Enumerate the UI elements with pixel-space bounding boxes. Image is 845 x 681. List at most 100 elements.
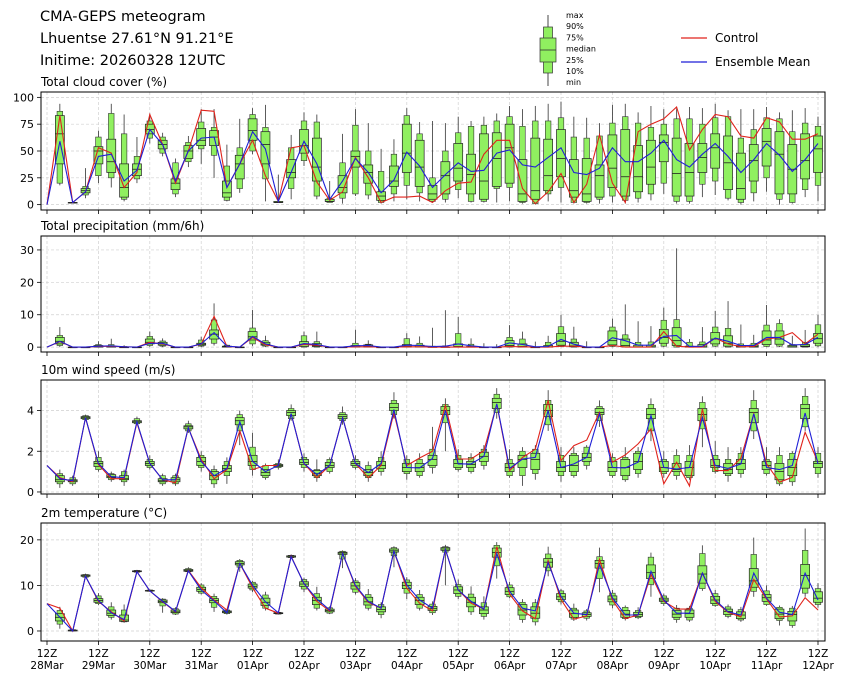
ensemble-box — [761, 107, 772, 192]
box-25-75 — [736, 152, 746, 200]
ensemble-box — [196, 109, 207, 164]
box-25-75 — [774, 131, 785, 195]
x-tick-label-time: 12Z — [705, 648, 726, 660]
ensemble-box — [209, 303, 219, 346]
ensemble-box — [607, 318, 618, 348]
y-tick-label: 0 — [27, 486, 34, 499]
box-25-75 — [800, 133, 811, 180]
y-tick-label: 30 — [20, 244, 34, 257]
box-25-75 — [800, 404, 811, 420]
ensemble-box — [530, 105, 541, 205]
box-10-90 — [172, 162, 179, 195]
ensemble-box — [543, 335, 554, 348]
x-tick-label-time: 12Z — [602, 648, 623, 660]
panel-4: 2m temperature (°C) 0 10 20 — [20, 506, 826, 645]
ensemble-box — [389, 139, 399, 202]
box-25-75 — [748, 568, 759, 588]
y-tick-label: 20 — [20, 276, 34, 289]
ensemble-box — [723, 447, 733, 482]
ensemble-box — [363, 589, 374, 611]
ensemble-box — [350, 329, 361, 348]
y-tick-label: 75 — [20, 118, 34, 131]
ensemble-box — [633, 321, 643, 348]
box-25-75 — [466, 153, 476, 195]
panel-2: Total precipitation (mm/6h) 0 10 20 30 — [20, 219, 826, 356]
ensemble-mean-line — [46, 128, 819, 205]
ensemble-box — [581, 117, 592, 204]
legend-control-label: Control — [715, 31, 758, 45]
box-25-75 — [658, 134, 669, 163]
location-label: Lhuentse 27.61°N 91.21°E — [40, 31, 234, 47]
ensemble-box — [800, 108, 811, 198]
legend-box-label: median — [566, 45, 596, 54]
ensemble-box — [658, 109, 669, 194]
x-tick-label-date: 08Apr — [597, 660, 629, 672]
ensemble-box — [710, 310, 721, 348]
ensemble-box — [157, 598, 168, 613]
ensemble-box — [556, 314, 566, 348]
box-25-75 — [646, 408, 656, 420]
legend: max 90% 75% median 25% 10% min Control Ensemble … — [539, 11, 810, 87]
chart-title: CMA-GEPS meteogram — [40, 9, 206, 25]
ensemble-box — [299, 577, 309, 593]
y-tick-label: 0 — [27, 199, 34, 212]
y-tick-label: 50 — [20, 145, 34, 158]
panel-1: Total cloud cover (%) 0 25 50 75 100 — [13, 75, 826, 214]
ensemble-box — [800, 528, 811, 597]
ensemble-box — [774, 319, 785, 348]
panel-frame — [40, 235, 826, 353]
ensemble-box — [54, 327, 65, 348]
y-tick-label: 2 — [27, 445, 34, 458]
x-tick-label-time: 12Z — [37, 648, 58, 660]
ensemble-box — [119, 114, 129, 202]
ensemble-box — [530, 445, 541, 480]
box-25-75 — [620, 129, 631, 197]
ensemble-box — [363, 123, 374, 200]
box-25-75 — [337, 175, 348, 194]
ensemble-box — [286, 134, 296, 200]
ensemble-box — [620, 103, 631, 204]
ensemble-box — [556, 101, 566, 203]
ensemble-box — [299, 112, 309, 167]
ensemble-box — [337, 406, 348, 425]
ensemble-box — [684, 107, 695, 204]
x-tick-label-time: 12Z — [294, 648, 315, 660]
box-25-75 — [543, 138, 554, 192]
x-tick-label-date: 30Mar — [133, 660, 167, 672]
y-tick-label: 100 — [13, 91, 34, 104]
ensemble-box — [658, 307, 669, 348]
ensemble-box — [491, 388, 502, 419]
box-25-75 — [234, 154, 245, 180]
control-line — [46, 400, 819, 488]
ensemble-box — [453, 116, 464, 199]
panel-title: Total cloud cover (%) — [40, 75, 167, 89]
box-25-75 — [363, 164, 374, 184]
ensemble-box — [286, 404, 296, 421]
box-25-75 — [607, 134, 618, 188]
box-25-75 — [196, 128, 207, 146]
box-25-75 — [427, 184, 438, 200]
x-tick-label-time: 12Z — [191, 648, 212, 660]
ensemble-box — [813, 116, 823, 202]
ensemble-box — [350, 109, 361, 197]
ensemble-box — [106, 602, 117, 620]
box-25-75 — [517, 159, 528, 202]
box-25-75 — [671, 137, 682, 197]
y-tick-label: 10 — [20, 309, 34, 322]
box-25-75 — [800, 564, 811, 589]
y-tick-label: 20 — [20, 534, 34, 547]
panel-frame — [40, 522, 826, 642]
box-25-75 — [144, 338, 155, 345]
ensemble-box — [466, 453, 476, 474]
box-25-75 — [568, 159, 579, 198]
box-25-75 — [414, 596, 425, 605]
ensemble-box — [106, 103, 117, 188]
ensemble-box — [260, 104, 271, 202]
ensemble-box — [671, 248, 682, 348]
box-25-75 — [581, 158, 592, 202]
x-tick-label-date: 02Apr — [288, 660, 320, 672]
ensemble-box — [209, 109, 219, 178]
x-tick-label-time: 12Z — [345, 648, 366, 660]
box-25-75 — [389, 165, 399, 187]
x-tick-label-time: 12Z — [756, 648, 777, 660]
